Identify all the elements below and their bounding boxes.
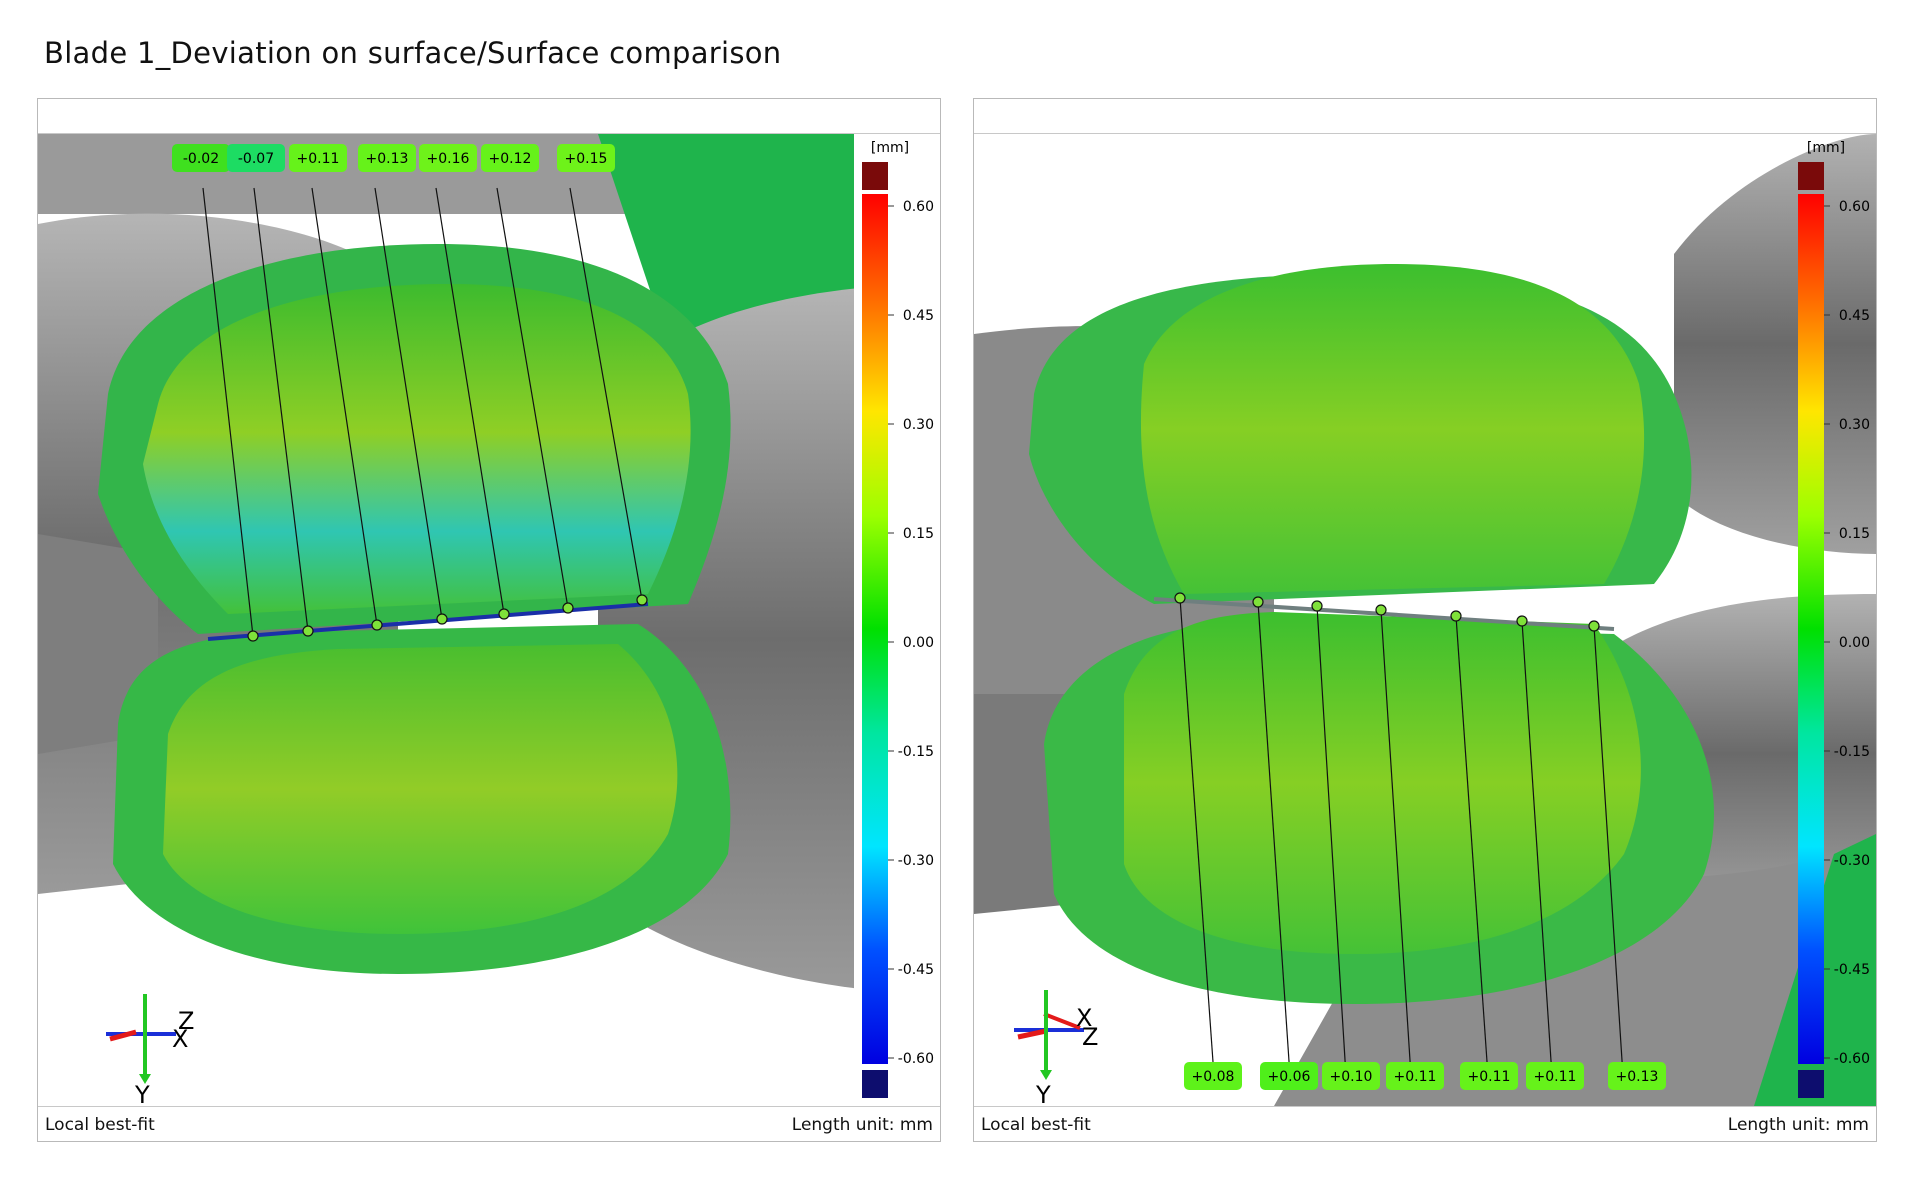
- above-range-swatch: [862, 162, 888, 190]
- axis-label: Z: [178, 1007, 194, 1035]
- scale-tick: -0.45: [898, 962, 934, 978]
- model-render-right: +0.08 +0.06 +0.10 +0.11 +0.11 +0.11 +0.1…: [974, 134, 1876, 1106]
- deviation-label[interactable]: +0.11: [1394, 1069, 1437, 1085]
- scale-tick: 0.30: [1839, 417, 1870, 433]
- 3d-viewport-left[interactable]: -0.02 -0.07 +0.11 +0.13 +0.16 +0.12 +0.1…: [38, 133, 940, 1107]
- deviation-label[interactable]: +0.12: [489, 151, 532, 167]
- comparison-panel-right: +0.08 +0.06 +0.10 +0.11 +0.11 +0.11 +0.1…: [973, 98, 1877, 1142]
- deviation-label[interactable]: +0.11: [297, 151, 340, 167]
- axis-triad-right: X Z Y: [1014, 990, 1098, 1106]
- comparison-panel-left: -0.02 -0.07 +0.11 +0.13 +0.16 +0.12 +0.1…: [37, 98, 941, 1142]
- scale-unit: [mm]: [871, 140, 909, 156]
- deviation-label[interactable]: +0.08: [1192, 1069, 1235, 1085]
- scale-tick: -0.15: [898, 744, 934, 760]
- scale-unit: [mm]: [1807, 140, 1845, 156]
- deviation-label[interactable]: -0.02: [183, 151, 219, 167]
- model-render-left: -0.02 -0.07 +0.11 +0.13 +0.16 +0.12 +0.1…: [38, 134, 940, 1106]
- deviation-label[interactable]: +0.13: [1616, 1069, 1659, 1085]
- scale-tick: -0.60: [1834, 1051, 1870, 1067]
- panel-footer-left: Local best-fit Length unit: mm: [38, 1107, 940, 1141]
- scale-tick: 0.60: [1839, 199, 1870, 215]
- color-scale-right: [mm] 0.60 0.45 0.30 0.15 0.00 -0.15 -0.3…: [1798, 140, 1870, 1098]
- deviation-label[interactable]: +0.13: [366, 151, 409, 167]
- scale-tick: -0.30: [1834, 853, 1870, 869]
- scale-tick: -0.30: [898, 853, 934, 869]
- deviation-label[interactable]: +0.10: [1330, 1069, 1373, 1085]
- axis-label: Y: [1035, 1081, 1051, 1106]
- scale-tick: -0.60: [898, 1051, 934, 1067]
- axis-label: X: [172, 1025, 188, 1053]
- below-range-swatch: [1798, 1070, 1824, 1098]
- above-range-swatch: [1798, 162, 1824, 190]
- deviation-label[interactable]: +0.11: [1534, 1069, 1577, 1085]
- scale-tick: 0.45: [903, 308, 934, 324]
- length-unit: Length unit: mm: [791, 1115, 933, 1135]
- scale-tick: 0.45: [1839, 308, 1870, 324]
- below-range-swatch: [862, 1070, 888, 1098]
- scale-tick: 0.30: [903, 417, 934, 433]
- deviation-label[interactable]: +0.11: [1468, 1069, 1511, 1085]
- deviation-label[interactable]: -0.07: [238, 151, 274, 167]
- deviation-label[interactable]: +0.06: [1268, 1069, 1311, 1085]
- deviation-label[interactable]: +0.16: [427, 151, 470, 167]
- color-scale-bar: [1798, 194, 1824, 1064]
- axis-label: Z: [1082, 1023, 1098, 1051]
- color-scale-bar: [862, 194, 888, 1064]
- axis-label: X: [1076, 1004, 1092, 1032]
- scale-tick: 0.15: [1839, 526, 1870, 542]
- scale-tick: 0.60: [903, 199, 934, 215]
- alignment-mode: Local best-fit: [981, 1115, 1091, 1135]
- deviation-labels-left: -0.02 -0.07 +0.11 +0.13 +0.16 +0.12 +0.1…: [172, 144, 615, 172]
- scale-tick: 0.15: [903, 526, 934, 542]
- scale-tick: 0.00: [903, 635, 934, 651]
- 3d-viewport-right[interactable]: +0.08 +0.06 +0.10 +0.11 +0.11 +0.11 +0.1…: [974, 133, 1876, 1107]
- scale-tick: 0.00: [1839, 635, 1870, 651]
- page-title: Blade 1_Deviation on surface/Surface com…: [44, 36, 782, 70]
- axis-triad-left: Z X Y: [106, 994, 194, 1106]
- panel-footer-right: Local best-fit Length unit: mm: [974, 1107, 1876, 1141]
- deviation-labels-right: +0.08 +0.06 +0.10 +0.11 +0.11 +0.11 +0.1…: [1184, 1062, 1666, 1090]
- length-unit: Length unit: mm: [1727, 1115, 1869, 1135]
- scale-tick: -0.45: [1834, 962, 1870, 978]
- color-scale-left: [mm] 0.60 0.45 0.30 0.15 0.00 -0.15 -0.3…: [854, 134, 940, 1106]
- deviation-label[interactable]: +0.15: [565, 151, 608, 167]
- axis-label: Y: [134, 1081, 150, 1106]
- alignment-mode: Local best-fit: [45, 1115, 155, 1135]
- scale-tick: -0.15: [1834, 744, 1870, 760]
